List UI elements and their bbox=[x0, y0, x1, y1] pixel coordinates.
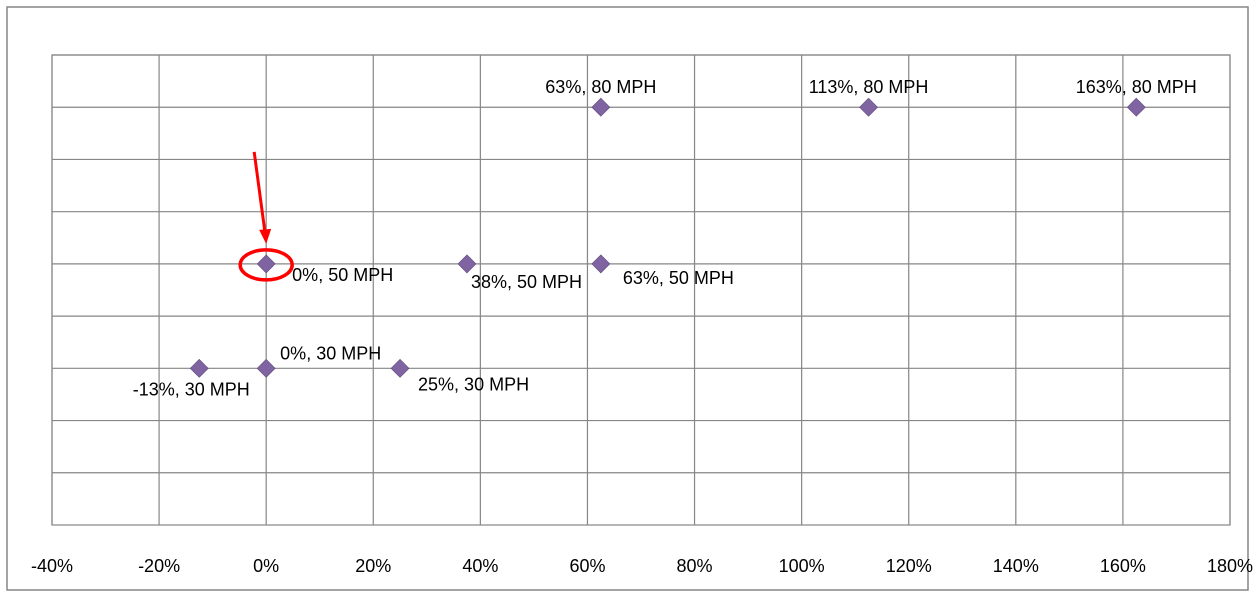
data-point-marker bbox=[591, 97, 611, 117]
x-tick-label: -40% bbox=[31, 556, 73, 576]
data-point-marker bbox=[457, 254, 477, 274]
data-point-label: 163%, 80 MPH bbox=[1076, 77, 1197, 97]
x-tick-label: 180% bbox=[1207, 556, 1253, 576]
x-tick-label: 120% bbox=[886, 556, 932, 576]
data-point-marker bbox=[390, 358, 410, 378]
x-tick-label: 160% bbox=[1100, 556, 1146, 576]
data-labels: 63%, 80 MPH 113%, 80 MPH 163%, 80 MPH 0%, 5… bbox=[133, 77, 1197, 399]
x-tick-label: 0% bbox=[253, 556, 279, 576]
x-axis-tick-labels: -40% -20% 0% 20% 40% 60% 80% 100% 120% 140% 160% 18… bbox=[31, 556, 1253, 576]
x-tick-label: 140% bbox=[993, 556, 1039, 576]
data-point-label: 0%, 50 MPH bbox=[292, 265, 393, 285]
highlight-arrow-head bbox=[259, 228, 272, 244]
chart-border bbox=[6, 6, 1249, 591]
data-point-label: 38%, 50 MPH bbox=[471, 272, 582, 292]
data-point-marker bbox=[591, 254, 611, 274]
data-point-label: 113%, 80 MPH bbox=[809, 77, 929, 97]
data-point-label: 25%, 30 MPH bbox=[418, 374, 529, 394]
x-tick-label: 60% bbox=[569, 556, 605, 576]
data-point-marker bbox=[256, 358, 276, 378]
x-tick-label: 100% bbox=[779, 556, 825, 576]
data-points bbox=[189, 97, 1146, 378]
highlight-circle bbox=[238, 248, 294, 282]
highlight-annotation bbox=[238, 151, 294, 282]
data-point-marker bbox=[1126, 97, 1146, 117]
data-point-label: 0%, 30 MPH bbox=[280, 343, 381, 363]
gridlines bbox=[51, 54, 1231, 526]
data-point-marker bbox=[189, 358, 209, 378]
data-point-label: -13%, 30 MPH bbox=[133, 379, 250, 399]
highlight-arrow-shaft bbox=[252, 151, 267, 235]
x-tick-label: 20% bbox=[355, 556, 391, 576]
data-point-label: 63%, 80 MPH bbox=[545, 77, 656, 97]
data-point-marker bbox=[256, 254, 276, 274]
x-tick-label: 40% bbox=[462, 556, 498, 576]
data-point-marker bbox=[859, 97, 878, 117]
x-tick-label: -20% bbox=[138, 556, 180, 576]
data-point-label: 63%, 50 MPH bbox=[623, 268, 734, 288]
x-tick-label: 80% bbox=[677, 556, 713, 576]
